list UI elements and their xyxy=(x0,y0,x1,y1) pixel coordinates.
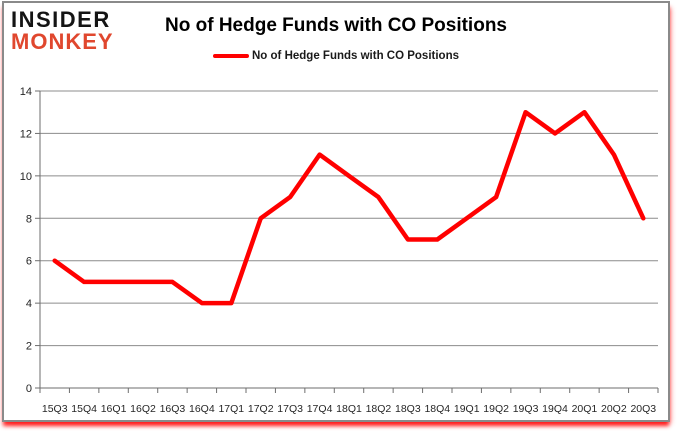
x-tick-label: 18Q3 xyxy=(395,403,421,415)
x-tick-label: 18Q4 xyxy=(424,403,450,415)
y-tick-label: 12 xyxy=(20,128,32,140)
x-tick-label: 19Q1 xyxy=(454,403,480,415)
y-tick-label: 2 xyxy=(26,341,32,353)
y-tick-label: 8 xyxy=(26,213,32,225)
x-tick-label: 20Q3 xyxy=(630,403,656,415)
legend-line-marker xyxy=(213,54,249,58)
x-tick-label: 17Q3 xyxy=(277,403,303,415)
x-tick-label: 15Q3 xyxy=(42,403,68,415)
chart-title: No of Hedge Funds with CO Positions xyxy=(165,15,507,36)
x-tick-label: 16Q3 xyxy=(160,403,186,415)
legend: No of Hedge Funds with CO Positions xyxy=(4,50,668,62)
x-tick-label: 18Q2 xyxy=(366,403,392,415)
x-tick-label: 20Q2 xyxy=(601,403,627,415)
x-tick-label: 15Q4 xyxy=(71,403,97,415)
x-tick-label: 17Q4 xyxy=(307,403,333,415)
x-tick-label: 20Q1 xyxy=(572,403,598,415)
chart-frame: 0 2 4 6 8 10 12 14 15Q3 15Q4 16Q1 16Q2 16Q3 16Q4 17Q1 1… xyxy=(2,1,670,422)
line-chart: 0 2 4 6 8 10 12 14 15Q3 15Q4 16Q1 16Q2 16Q3 16Q4 17Q1 1… xyxy=(20,86,659,415)
logo-insider-text: INSIDER xyxy=(11,7,111,32)
insider-monkey-logo: INSIDER MONKEY xyxy=(11,9,114,52)
logo-monkey-text: MONKEY xyxy=(11,28,114,54)
y-tick-label: 4 xyxy=(26,298,32,310)
x-tick-label: 17Q1 xyxy=(218,403,244,415)
x-tick-label: 18Q1 xyxy=(336,403,362,415)
hedge-funds-series-line xyxy=(52,109,646,306)
y-tick-label: 6 xyxy=(26,256,32,268)
x-tick-label: 19Q2 xyxy=(483,403,509,415)
legend-label: No of Hedge Funds with CO Positions xyxy=(252,50,459,62)
y-tick-label: 0 xyxy=(26,383,32,395)
x-tick-label: 16Q1 xyxy=(101,403,127,415)
x-tick-label: 19Q4 xyxy=(542,403,568,415)
x-tick-label: 17Q2 xyxy=(248,403,274,415)
y-tick-label: 14 xyxy=(20,86,32,98)
x-tick-label: 16Q2 xyxy=(130,403,156,415)
y-tick-label: 10 xyxy=(20,171,32,183)
x-tick-label: 16Q4 xyxy=(189,403,215,415)
x-tick-label: 19Q3 xyxy=(513,403,539,415)
